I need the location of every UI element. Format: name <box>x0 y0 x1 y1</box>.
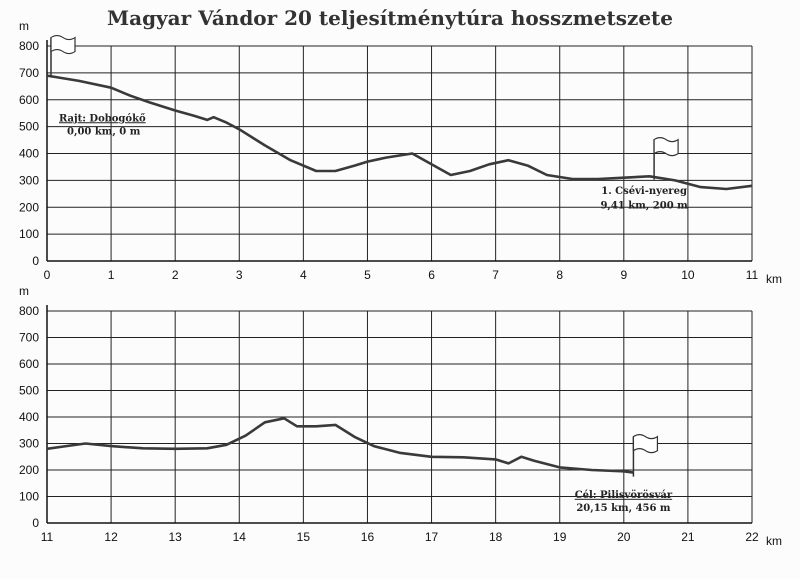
y-tick-label: 0 <box>32 254 39 268</box>
y-tick-label: 600 <box>19 93 39 107</box>
x-tick-label: 19 <box>553 530 567 544</box>
y-tick-label: 800 <box>19 39 39 53</box>
y-tick-label: 700 <box>19 331 39 345</box>
x-tick-label: 16 <box>361 530 375 544</box>
x-tick-label: 5 <box>364 268 371 282</box>
y-tick-label: 400 <box>19 147 39 161</box>
y-tick-label: 200 <box>19 463 39 477</box>
x-tick-label: 11 <box>41 530 54 544</box>
y-axis-unit: m <box>19 284 29 298</box>
elevation-profile-line <box>46 417 634 474</box>
y-tick-label: 300 <box>19 173 39 187</box>
y-tick-label: 100 <box>19 490 39 504</box>
finish-label-info: 20,15 km, 456 m <box>576 503 671 514</box>
x-tick-label: 8 <box>556 268 563 282</box>
x-tick-label: 4 <box>300 268 307 282</box>
finish-flag-icon <box>632 434 659 477</box>
flag-cloth <box>632 434 659 454</box>
chart-title: Magyar Vándor 20 teljesítménytúra hosszm… <box>106 6 674 30</box>
y-tick-label: 300 <box>19 437 39 451</box>
flag-cloth <box>653 137 679 157</box>
x-tick-label: 18 <box>489 530 503 544</box>
x-tick-label: 14 <box>233 530 247 544</box>
x-tick-label: 3 <box>236 268 243 282</box>
x-tick-label: 9 <box>620 268 627 282</box>
x-tick-label: 6 <box>428 268 435 282</box>
x-tick-label: 17 <box>425 530 439 544</box>
finish-label-name: Cél: Pilisvörösvár <box>575 490 673 501</box>
start-label-info: 0,00 km, 0 m <box>67 127 141 138</box>
x-tick-label: 15 <box>297 530 311 544</box>
y-tick-label: 800 <box>19 304 39 318</box>
x-tick-label: 11 <box>746 268 759 282</box>
y-tick-label: 400 <box>19 410 39 424</box>
flag-cloth <box>50 34 76 55</box>
x-tick-label: 0 <box>44 268 51 282</box>
start-label-name: Rajt: Dobogókő <box>59 113 146 124</box>
x-tick-label: 20 <box>617 530 631 544</box>
chart-panel-2: 0 100 200 300 400 500 600 700 800 11 12 13 14 15 16 17 1… <box>19 284 782 548</box>
y-axis-unit: m <box>19 19 29 33</box>
x-tick-label: 7 <box>492 268 499 282</box>
checkpoint-label-name: 1. Csévi-nyereg <box>601 186 687 197</box>
y-tick-label: 200 <box>19 200 39 214</box>
x-tick-label: 21 <box>681 530 695 544</box>
x-axis-unit: km <box>766 272 782 286</box>
y-tick-label: 500 <box>19 120 39 134</box>
x-tick-label: 2 <box>172 268 179 282</box>
x-tick-label: 1 <box>108 268 115 282</box>
y-tick-label: 100 <box>19 227 39 241</box>
y-tick-label: 600 <box>19 357 39 371</box>
x-tick-label: 22 <box>745 530 759 544</box>
y-tick-label: 0 <box>32 516 39 530</box>
x-tick-label: 10 <box>681 268 695 282</box>
elevation-profile-line <box>46 74 753 191</box>
x-axis-unit: km <box>766 534 782 548</box>
checkpoint-flag-icon <box>653 137 679 180</box>
x-tick-label: 12 <box>104 530 118 544</box>
chart-panel-1: 0 100 200 300 400 500 600 700 800 0 1 2 3 4 5 6 7 8 9 10 11 m… <box>19 19 782 286</box>
start-flag-icon <box>50 34 76 78</box>
y-tick-label: 700 <box>19 66 39 80</box>
x-tick-label: 13 <box>169 530 183 544</box>
checkpoint-label-info: 9,41 km, 200 m <box>600 201 688 212</box>
y-tick-label: 500 <box>19 384 39 398</box>
